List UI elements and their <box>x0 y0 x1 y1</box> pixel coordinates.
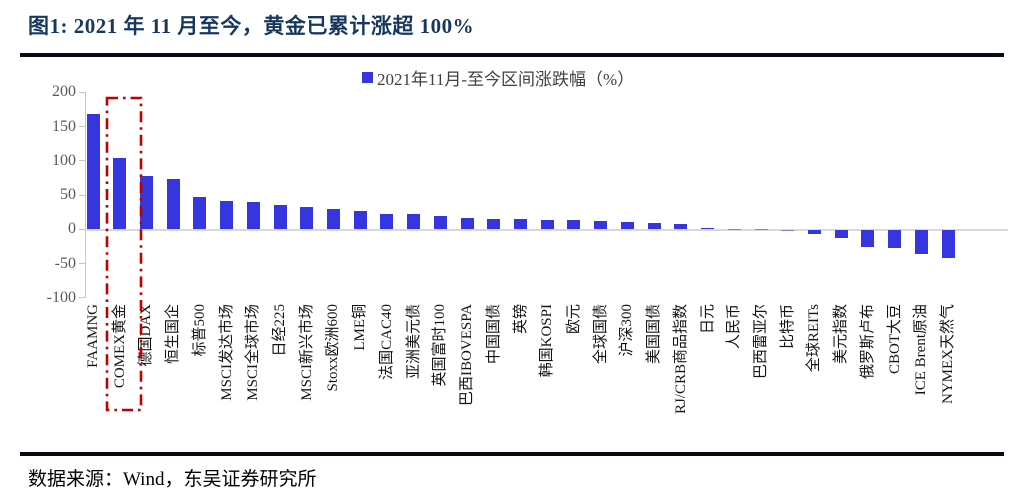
x-axis-label-沪深300: 沪深300 <box>619 304 636 357</box>
legend-label: 2021年11月-至今区间涨跌幅（%） <box>377 69 635 89</box>
x-axis-label-英国富时100: 英国富时100 <box>432 304 449 387</box>
bar-沪深300 <box>620 222 634 230</box>
bar-MSCI全球市场 <box>246 201 260 230</box>
bar-比特币 <box>781 230 795 232</box>
bar-全球REITs <box>807 230 821 235</box>
bar-亚洲美元债 <box>407 214 421 230</box>
title-divider-line <box>20 53 1004 57</box>
y-axis-tick <box>79 126 86 128</box>
x-axis-label-俄罗斯卢布: 俄罗斯卢布 <box>859 304 876 380</box>
y-axis-tick-label: 150 <box>52 117 76 135</box>
bar-FAAMNG <box>86 113 100 230</box>
bar-RJ/CRB商品指数 <box>674 223 688 230</box>
y-axis-tick-label: 0 <box>68 220 76 238</box>
bar-美国国债 <box>647 223 661 230</box>
x-axis-label-Stoxx欧洲600: Stoxx欧洲600 <box>325 304 342 392</box>
x-axis-label-韩国KOSPI: 韩国KOSPI <box>539 304 556 378</box>
bar-巴西IBOVESPA <box>460 218 474 230</box>
x-axis-label-人民币: 人民币 <box>726 304 743 350</box>
bar-NYMEX天然气 <box>941 230 955 259</box>
x-axis-label-美元指数: 美元指数 <box>833 304 850 365</box>
x-axis-label-RJ/CRB商品指数: RJ/CRB商品指数 <box>672 304 689 415</box>
x-axis-label-英镑: 英镑 <box>512 304 529 335</box>
bar-俄罗斯卢布 <box>861 230 875 248</box>
y-axis-tick <box>79 160 86 162</box>
x-axis-label-LME铜: LME铜 <box>352 304 369 351</box>
x-axis-label-恒生国企: 恒生国企 <box>165 304 182 365</box>
x-axis-label-MSCI新兴市场: MSCI新兴市场 <box>298 304 315 401</box>
x-axis-label-全球国债: 全球国债 <box>592 304 609 365</box>
zero-gridline <box>85 229 1008 231</box>
y-axis-tick-label: -100 <box>46 288 76 306</box>
bar-Stoxx欧洲600 <box>326 208 340 230</box>
x-axis-label-CBOT大豆: CBOT大豆 <box>886 304 903 375</box>
y-axis-tick-label: 200 <box>52 83 76 101</box>
bar-日元 <box>701 227 715 230</box>
x-axis-label-全球REITs: 全球REITs <box>806 304 823 373</box>
x-axis-label-日元: 日元 <box>699 304 716 335</box>
x-axis-label-MSCI发达市场: MSCI发达市场 <box>218 304 235 401</box>
bar-法国CAC40 <box>380 213 394 230</box>
y-axis-tick <box>79 263 86 265</box>
bar-欧元 <box>567 219 581 230</box>
y-axis-tick-label: 50 <box>60 186 76 204</box>
x-axis-label-NYMEX天然气: NYMEX天然气 <box>940 304 957 404</box>
bar-英镑 <box>514 219 528 230</box>
bar-巴西雷亚尔 <box>754 229 768 230</box>
x-axis-label-中国国债: 中国国债 <box>485 304 502 365</box>
y-axis-tick-label: 100 <box>52 151 76 169</box>
bar-德国DAX <box>139 175 153 230</box>
x-axis-label-亚洲美元债: 亚洲美元债 <box>405 304 422 380</box>
bar-日经225 <box>273 204 287 230</box>
x-axis-label-美国国债: 美国国债 <box>646 304 663 365</box>
data-source-text: 数据来源：Wind，东吴证券研究所 <box>28 469 317 490</box>
bar-COMEX黄金 <box>113 158 127 230</box>
x-axis-label-巴西IBOVESPA: 巴西IBOVESPA <box>459 304 476 406</box>
x-axis-label-标普500: 标普500 <box>191 304 208 357</box>
x-axis-label-COMEX黄金: COMEX黄金 <box>111 304 128 389</box>
y-axis-tick-label: -50 <box>54 254 76 272</box>
bar-美元指数 <box>834 230 848 238</box>
x-axis-label-日经225: 日经225 <box>272 304 289 357</box>
chart-legend: 2021年11月-至今区间涨跌幅（%） <box>362 67 635 89</box>
y-axis-tick <box>79 91 86 93</box>
y-axis-tick <box>79 297 86 299</box>
y-axis-tick <box>79 228 86 230</box>
x-axis-label-MSCI全球市场: MSCI全球市场 <box>245 304 262 401</box>
x-axis-label-德国DAX: 德国DAX <box>138 304 155 367</box>
bar-CBOT大豆 <box>888 230 902 249</box>
bar-MSCI新兴市场 <box>300 206 314 230</box>
y-axis-tick <box>79 194 86 196</box>
bar-LME铜 <box>353 210 367 230</box>
figure-title: 图1: 2021 年 11 月至今，黄金已累计涨超 100% <box>28 14 475 38</box>
bar-韩国KOSPI <box>540 219 554 230</box>
x-axis-label-法国CAC40: 法国CAC40 <box>378 304 395 380</box>
legend-color-swatch <box>362 71 373 83</box>
bar-全球国债 <box>594 221 608 230</box>
x-axis-label-比特币: 比特币 <box>779 304 796 350</box>
x-axis-label-ICE Brent原油: ICE Brent原油 <box>913 304 930 396</box>
bar-ICE Brent原油 <box>914 230 928 254</box>
bar-中国国债 <box>487 219 501 230</box>
bar-MSCI发达市场 <box>220 200 234 230</box>
x-axis-label-巴西雷亚尔: 巴西雷亚尔 <box>753 304 769 380</box>
bar-恒生国企 <box>166 179 180 230</box>
bar-人民币 <box>727 228 741 230</box>
bar-标普500 <box>193 197 207 230</box>
x-axis-label-欧元: 欧元 <box>565 304 582 335</box>
bar-英国富时100 <box>433 215 447 230</box>
x-axis-label-FAAMNG: FAAMNG <box>85 304 101 368</box>
footer-divider-line <box>20 452 1004 456</box>
